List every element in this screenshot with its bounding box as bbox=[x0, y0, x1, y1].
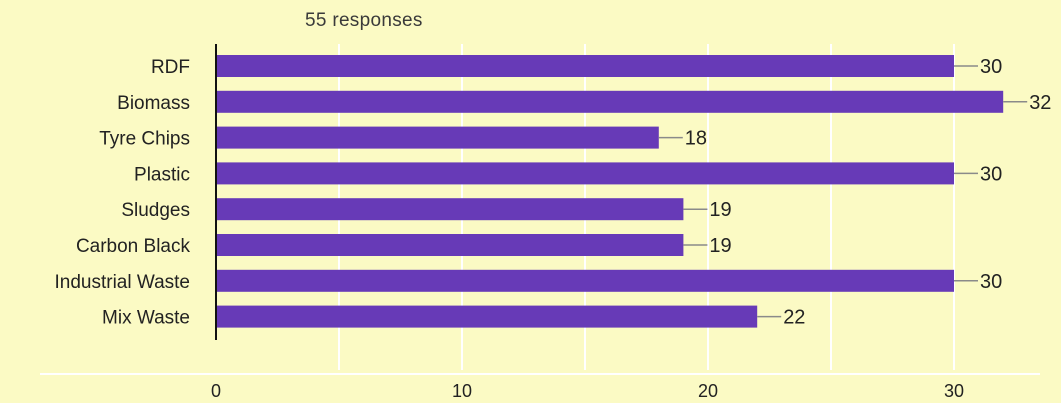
data-label: 19 bbox=[709, 199, 731, 221]
category-label: Carbon Black bbox=[76, 236, 191, 257]
category-label: Mix Waste bbox=[102, 308, 190, 329]
x-tick-label: 10 bbox=[452, 381, 472, 401]
bars: 30 32 18 30 19 19 30 22 bbox=[216, 55, 1051, 329]
chart-subtitle: 55 responses bbox=[305, 10, 423, 31]
category-label: Industrial Waste bbox=[54, 272, 190, 293]
data-label: 22 bbox=[783, 307, 805, 329]
bar-rdf bbox=[216, 55, 954, 77]
x-tick-label: 20 bbox=[698, 381, 718, 401]
data-label: 30 bbox=[980, 163, 1002, 185]
bar-biomass bbox=[216, 90, 1004, 113]
data-label: 18 bbox=[685, 128, 707, 150]
data-label: 19 bbox=[709, 235, 731, 257]
data-label: 30 bbox=[980, 271, 1002, 293]
category-label: Biomass bbox=[117, 93, 190, 114]
bar-carbon-black bbox=[216, 234, 684, 256]
category-labels: RDF Biomass Tyre Chips Plastic Sludges Carbon… bbox=[54, 57, 190, 329]
data-label: 30 bbox=[980, 56, 1002, 78]
category-label: RDF bbox=[151, 57, 190, 78]
category-label: Plastic bbox=[134, 164, 190, 185]
x-tick-label: 0 bbox=[211, 381, 221, 401]
bar-tyre-chips bbox=[216, 126, 659, 149]
x-axis-ticks: 0 10 20 30 bbox=[211, 381, 964, 401]
category-label: Tyre Chips bbox=[99, 129, 190, 150]
data-label: 32 bbox=[1029, 92, 1051, 114]
category-label: Sludges bbox=[121, 200, 190, 221]
bar-sludges bbox=[216, 198, 684, 221]
bar-plastic bbox=[216, 162, 954, 185]
x-tick-label: 30 bbox=[944, 381, 964, 401]
bar-mix-waste bbox=[216, 305, 758, 328]
bar-industrial-waste bbox=[216, 269, 954, 292]
